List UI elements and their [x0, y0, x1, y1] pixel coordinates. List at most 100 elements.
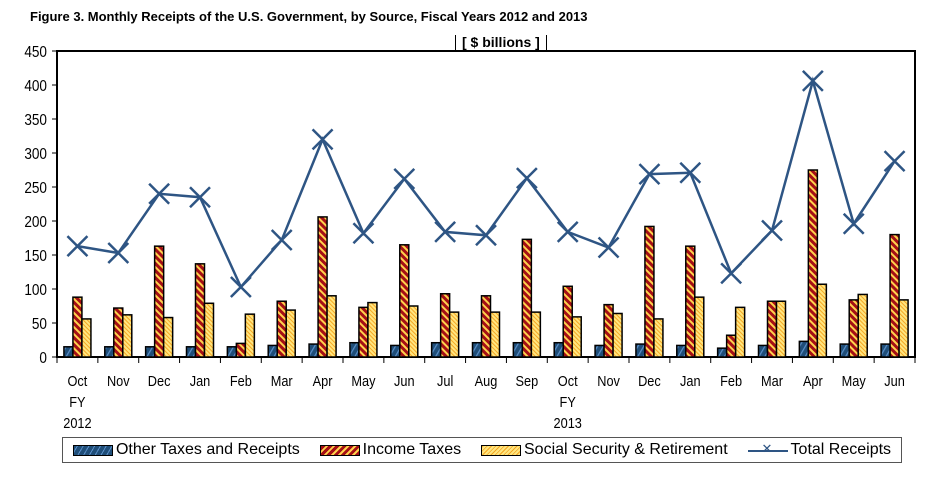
- bar-income-taxes: [521, 238, 533, 358]
- bar-income-taxes: [725, 334, 737, 358]
- bar-social-security: [857, 293, 868, 358]
- x-tick-sublabel: FY: [69, 393, 85, 410]
- total-receipts-marker: [189, 186, 211, 209]
- bar-social-security: [898, 299, 909, 358]
- bar-social-security: [203, 302, 215, 358]
- bar-income-taxes: [194, 263, 206, 358]
- bar-social-security: [448, 311, 460, 358]
- bar-other-taxes: [512, 341, 524, 358]
- x-tick-sublabel: 2013: [554, 414, 583, 431]
- bar-income-taxes: [439, 293, 451, 358]
- total-receipts-marker: [842, 212, 865, 235]
- y-tick-label: 200: [24, 214, 47, 231]
- total-receipts-marker: [720, 262, 743, 285]
- x-tick-label: Apr: [313, 372, 333, 389]
- x-tick-label: Aug: [475, 372, 498, 389]
- x-tick-label: Feb: [230, 372, 252, 389]
- legend: Other Taxes and Receipts Income Taxes So…: [62, 437, 902, 463]
- legend-swatch-social-security: [481, 444, 521, 456]
- bar-income-taxes: [685, 245, 696, 358]
- x-tick-label: Nov: [107, 372, 130, 389]
- bar-other-taxes: [635, 343, 646, 358]
- x-tick-sublabel: 2012: [63, 414, 92, 431]
- bar-income-taxes: [113, 307, 124, 358]
- total-receipts-marker: [679, 161, 702, 184]
- bar-social-security: [408, 305, 419, 358]
- y-tick-label: 400: [24, 78, 47, 95]
- bar-other-taxes: [267, 344, 278, 358]
- y-tick-label: 300: [24, 146, 47, 163]
- bar-social-security: [734, 306, 746, 358]
- y-tick-label: 350: [24, 112, 47, 129]
- legend-label: Social Security & Retirement: [524, 441, 728, 458]
- legend-item-other: Other Taxes and Receipts: [72, 441, 300, 459]
- x-tick-label: Feb: [720, 372, 742, 389]
- total-receipts-marker: [515, 167, 538, 190]
- bar-other-taxes: [676, 344, 687, 358]
- x-tick-label: Nov: [597, 372, 620, 389]
- bar-income-taxes: [603, 303, 614, 358]
- bar-other-taxes: [880, 343, 891, 358]
- x-tick-label: Mar: [271, 372, 293, 389]
- bar-income-taxes: [399, 244, 410, 358]
- total-receipts-marker: [434, 220, 457, 243]
- bar-other-taxes: [471, 341, 483, 358]
- bar-income-taxes: [766, 300, 778, 358]
- x-tick-label: Jan: [190, 372, 211, 389]
- y-tick-label: 100: [24, 282, 47, 299]
- x-tick-label: Oct: [68, 372, 88, 389]
- x-tick-label: Apr: [803, 372, 823, 389]
- legend-item-social-security: Social Security & Retirement: [481, 441, 728, 459]
- bar-other-taxes: [308, 343, 319, 358]
- bar-other-taxes: [757, 344, 769, 358]
- legend-item-income: Income Taxes: [319, 441, 461, 459]
- bar-social-security: [489, 311, 501, 358]
- x-tick-sublabel: FY: [560, 393, 576, 410]
- bar-social-security: [244, 313, 256, 358]
- x-tick-label: Dec: [638, 372, 661, 389]
- bar-income-taxes: [153, 245, 165, 358]
- bar-income-taxes: [889, 233, 900, 358]
- total-receipts-marker: [148, 182, 171, 205]
- total-receipts-marker: [801, 70, 824, 92]
- bar-income-taxes: [807, 169, 819, 358]
- bar-other-taxes: [185, 346, 197, 358]
- bar-social-security: [571, 316, 582, 358]
- bar-other-taxes: [798, 340, 810, 358]
- total-receipts-marker: [638, 163, 661, 185]
- x-tick-label: Oct: [558, 372, 578, 389]
- bar-social-security: [694, 296, 705, 358]
- bar-social-security: [162, 316, 174, 358]
- total-receipts-marker: [270, 229, 293, 251]
- bar-income-taxes: [72, 296, 83, 358]
- bar-other-taxes: [430, 341, 442, 358]
- total-receipts-marker: [66, 235, 89, 258]
- x-tick-label: Mar: [761, 372, 783, 389]
- total-receipts-marker: [597, 236, 620, 259]
- bar-income-taxes: [480, 295, 492, 358]
- bar-other-taxes: [104, 346, 115, 358]
- bar-income-taxes: [317, 216, 328, 358]
- bar-other-taxes: [63, 346, 74, 358]
- bar-social-security: [653, 318, 664, 358]
- bar-other-taxes: [226, 346, 238, 358]
- bar-social-security: [285, 309, 296, 358]
- bar-income-taxes: [235, 342, 247, 358]
- chart-title: Figure 3. Monthly Receipts of the U.S. G…: [30, 9, 588, 24]
- total-receipts-marker: [107, 242, 130, 264]
- total-receipts-marker: [761, 219, 783, 242]
- unit-label: [ $ billions ]: [455, 35, 547, 50]
- x-tick-label: Dec: [148, 372, 171, 389]
- x-tick-label: Jun: [884, 372, 905, 389]
- x-tick-label: Jan: [680, 372, 701, 389]
- bar-other-taxes: [390, 344, 401, 358]
- bar-social-security: [816, 283, 828, 358]
- legend-line-marker-icon: [747, 441, 788, 457]
- y-tick-label: 250: [24, 180, 47, 197]
- bar-social-security: [530, 311, 542, 358]
- legend-swatch-other: [72, 444, 113, 456]
- x-tick-label: Jun: [394, 372, 415, 389]
- bar-other-taxes: [839, 343, 850, 358]
- bar-other-taxes: [349, 341, 360, 358]
